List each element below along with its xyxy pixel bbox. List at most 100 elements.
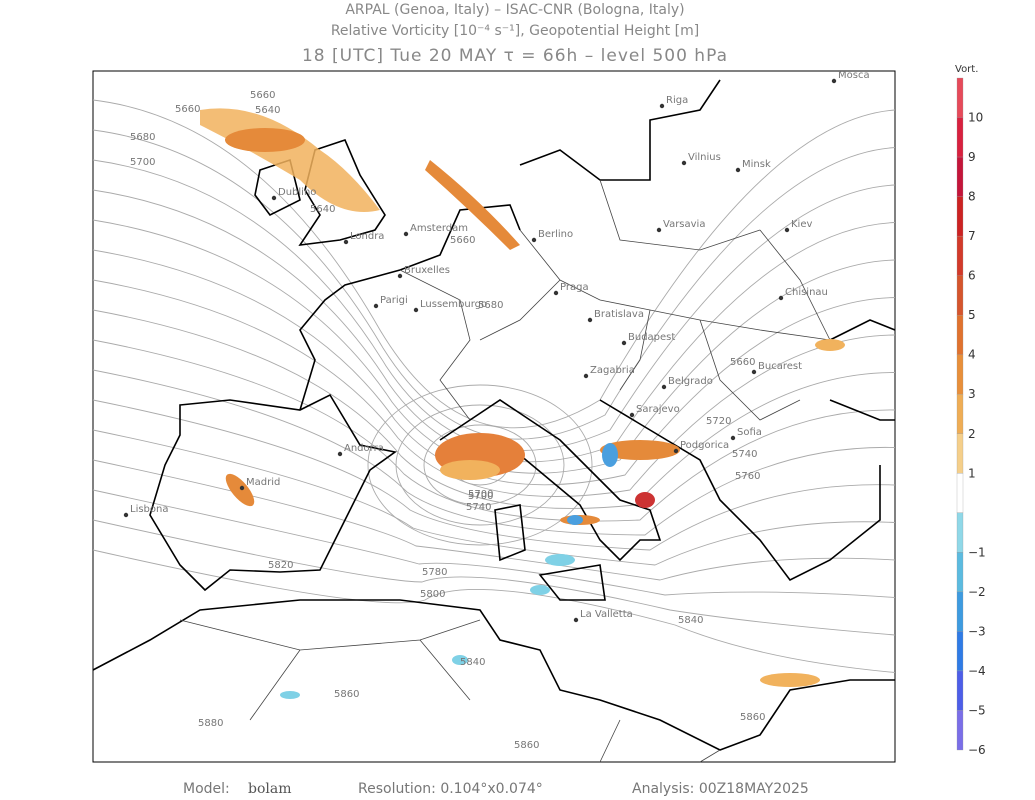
vorticity-shading (200, 108, 845, 699)
contour-line (92, 519, 896, 636)
footer-analysis: Analysis: 00Z18MAY2025 (632, 781, 809, 797)
city-label: Sofia (737, 427, 762, 438)
map-area: Mosca Riga Vilnius Minsk Kiev Varsavia Berlino… (92, 70, 896, 763)
contour-labels: 5660 5640 5660 5680 5700 5640 5660 5680 5660 5700… (130, 90, 765, 751)
contour-label: 5840 (678, 615, 703, 626)
contour-line (92, 399, 896, 551)
city-dot (831, 78, 837, 84)
contour-label: 5680 (130, 132, 155, 143)
city-label: Budapest (628, 332, 675, 343)
vorticity-positive (440, 460, 500, 480)
contour-line (92, 429, 896, 566)
contour-label: 5820 (268, 560, 293, 571)
colorbar-swatch (956, 473, 964, 513)
city-label: Lisbona (130, 504, 169, 515)
city-label: Dublino (278, 187, 316, 198)
colorbar-label: −2 (968, 585, 986, 599)
coast-sicily (538, 564, 606, 601)
footer-model: bolam (248, 781, 292, 797)
city-label: La Valletta (580, 609, 633, 620)
colorbar-swatch (956, 591, 964, 632)
city-dot (587, 317, 593, 323)
city-label: Londra (350, 231, 384, 242)
city-dot (531, 237, 537, 243)
vorticity-negative (567, 515, 583, 525)
city-label: Kiev (791, 219, 812, 230)
contour-line (92, 489, 896, 598)
colorbar: Vort. 10 9 8 7 6 5 4 3 2 1 −1 −2 −3 −4 −5 −6 (955, 64, 986, 757)
colorbar-swatch (956, 631, 964, 672)
vorticity-positive (425, 160, 520, 250)
header-title: 18 [UTC] Tue 20 MAY τ = 66h – level 500 … (302, 46, 728, 66)
city-label: Praga (560, 282, 589, 293)
contour-line (92, 339, 896, 522)
coast-africa (92, 599, 895, 751)
contour-label: 5720 (706, 416, 731, 427)
city-dot (271, 195, 277, 201)
city-label: Belgrado (668, 376, 713, 387)
city-label: Bucarest (758, 361, 802, 372)
city-dot (413, 307, 419, 313)
contour-label: 5640 (255, 105, 280, 116)
coast-blacksea (829, 319, 896, 421)
colorbar-label: 9 (968, 150, 976, 164)
city-label: Zagabria (590, 365, 635, 376)
city-dot (681, 160, 687, 166)
city-label: Bratislava (594, 309, 644, 320)
city-label: Minsk (742, 159, 771, 170)
colorbar-label: 3 (968, 387, 976, 401)
vorticity-positive (760, 673, 820, 687)
contour-line (92, 459, 896, 581)
coast-sardinia (494, 504, 526, 562)
contour-label: 5740 (732, 449, 757, 460)
colorbar-swatch (956, 156, 964, 197)
colorbar-label: −6 (968, 743, 986, 757)
colorbar-swatch (956, 117, 964, 158)
contour-line (92, 309, 896, 509)
city-label: Chisinau (785, 287, 828, 298)
colorbar-label: 8 (968, 190, 976, 204)
footer-resolution: Resolution: 0.104°x0.074° (358, 781, 543, 797)
colorbar-label: −3 (968, 624, 986, 638)
city-label: Amsterdam (410, 223, 468, 234)
colorbar-swatch (956, 354, 964, 395)
africa-borders (179, 619, 721, 763)
coast-italy (439, 399, 662, 562)
city-dot (573, 617, 579, 623)
city-dot (629, 412, 635, 418)
colorbar-title: Vort. (955, 64, 978, 75)
contour-label: 5780 (422, 567, 447, 578)
colorbar-swatch (956, 433, 964, 474)
contour-label: 5660 (250, 90, 275, 101)
city-dot (778, 295, 784, 301)
contour-line (367, 384, 593, 546)
contour-line (92, 369, 896, 536)
city-label: Varsavia (663, 219, 705, 230)
colorbar-swatch (956, 512, 964, 553)
vorticity-negative (452, 655, 468, 665)
contour-label: 5640 (310, 204, 335, 215)
city-dot (735, 167, 741, 173)
colorbar-swatch (956, 315, 964, 355)
city-label: Mosca (838, 70, 870, 81)
country-borders (399, 179, 831, 421)
city-label: Madrid (246, 477, 280, 488)
city-dot (337, 451, 343, 457)
vorticity-positive (225, 128, 305, 152)
vorticity-positive (815, 339, 845, 351)
city-dot (343, 239, 349, 245)
contour-label: 5860 (740, 712, 765, 723)
city-label: Sarajevo (636, 404, 680, 415)
contour-line (423, 424, 537, 506)
city-dot (397, 273, 403, 279)
contour-label: 5680 (478, 300, 503, 311)
city-dot (751, 369, 757, 375)
city-dot (621, 340, 627, 346)
coast-balkans (599, 399, 881, 582)
city-dot (730, 435, 736, 441)
contour-label: 5660 (175, 104, 200, 115)
colorbar-label: 10 (968, 111, 983, 125)
colorbar-label: 2 (968, 427, 976, 441)
borders (179, 179, 831, 763)
